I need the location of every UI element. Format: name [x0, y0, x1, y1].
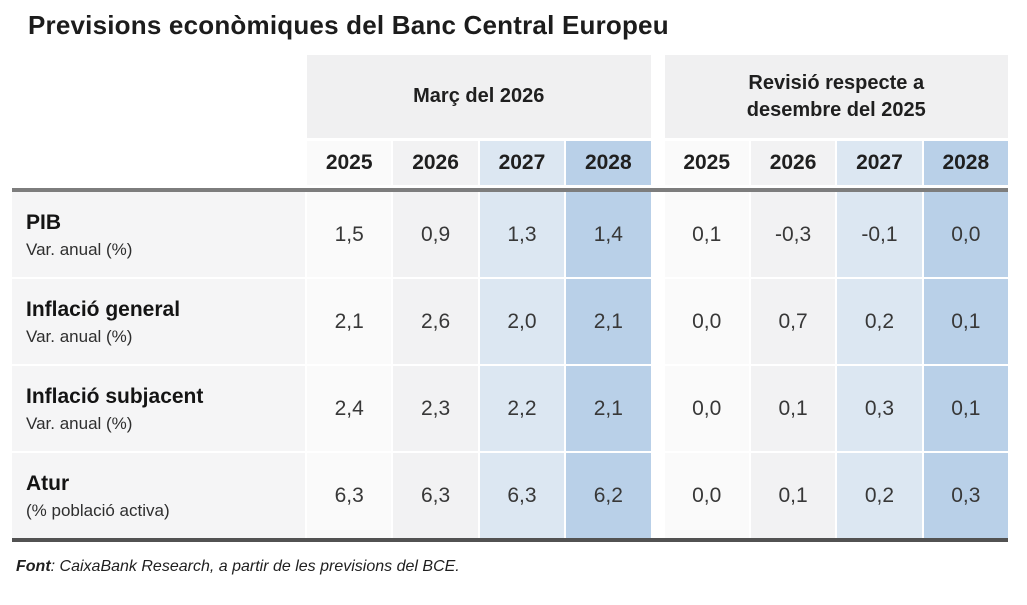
value-cell: 0,2	[837, 453, 922, 538]
row-name: Inflació subjacent	[26, 385, 204, 409]
value-cell: 2,0	[479, 279, 565, 364]
value-cell: 6,3	[393, 453, 478, 538]
value-cell: 6,3	[479, 453, 565, 538]
source-note: Font: CaixaBank Research, a partir de le…	[16, 558, 1027, 576]
value-cell: 0,2	[837, 279, 922, 364]
value-cell: 0,1	[923, 366, 1008, 451]
year-header: 2025	[664, 141, 749, 185]
value-cell: 0,0	[664, 453, 749, 538]
value-cell: 0,3	[923, 453, 1008, 538]
year-row-corner-cell	[12, 141, 305, 185]
year-header: 2028	[566, 141, 651, 185]
row-unit: Var. anual (%)	[26, 239, 133, 259]
column-group-label: Revisió respecte a desembre del 2025	[746, 71, 926, 121]
header-corner-cell	[12, 55, 305, 138]
value-cell: 6,3	[307, 453, 392, 538]
value-cell: 2,2	[479, 366, 565, 451]
group-separator	[653, 192, 663, 277]
row-label-inflacio-subjacent: Inflació subjacent Var. anual (%)	[12, 366, 305, 451]
year-header: 2026	[393, 141, 478, 185]
value-cell: 0,7	[750, 279, 836, 364]
source-text: : CaixaBank Research, a partir de les pr…	[50, 558, 460, 575]
value-cell: 0,0	[923, 192, 1008, 277]
year-header: 2026	[750, 141, 836, 185]
row-name: Atur	[26, 472, 70, 496]
group-separator	[653, 366, 663, 451]
group-separator	[653, 141, 663, 185]
value-cell: 0,3	[837, 366, 922, 451]
value-cell: 2,1	[566, 279, 651, 364]
value-cell: 2,4	[307, 366, 392, 451]
row-label-inflacio-general: Inflació general Var. anual (%)	[12, 279, 305, 364]
source-label: Font	[16, 558, 51, 575]
row-name: PIB	[26, 211, 62, 235]
year-header: 2027	[479, 141, 565, 185]
row-label-atur: Atur (% població activa)	[12, 453, 305, 538]
group-separator	[653, 55, 663, 138]
column-group-header-marc-2026: Març del 2026	[307, 55, 651, 138]
value-cell: 6,2	[566, 453, 651, 538]
value-cell: 0,0	[664, 366, 749, 451]
value-cell: 1,5	[307, 192, 392, 277]
value-cell: 2,6	[393, 279, 478, 364]
column-group-label: Març del 2026	[413, 85, 545, 107]
value-cell: 0,9	[393, 192, 478, 277]
year-header: 2027	[837, 141, 922, 185]
value-cell: 1,3	[479, 192, 565, 277]
value-cell: 1,4	[566, 192, 651, 277]
year-header: 2028	[923, 141, 1008, 185]
row-unit: Var. anual (%)	[26, 413, 133, 433]
forecast-table: Març del 2026 Revisió respecte a desembr…	[12, 55, 1008, 542]
value-cell: 0,1	[750, 453, 836, 538]
group-separator	[653, 279, 663, 364]
group-separator	[653, 453, 663, 538]
value-cell: -0,1	[837, 192, 922, 277]
value-cell: 0,0	[664, 279, 749, 364]
footer-rule	[12, 538, 1008, 542]
value-cell: -0,3	[750, 192, 836, 277]
value-cell: 0,1	[750, 366, 836, 451]
page-title: Previsions econòmiques del Banc Central …	[28, 10, 669, 40]
row-unit: Var. anual (%)	[26, 326, 133, 346]
row-name: Inflació general	[26, 298, 181, 322]
value-cell: 2,1	[566, 366, 651, 451]
value-cell: 0,1	[664, 192, 749, 277]
value-cell: 2,3	[393, 366, 478, 451]
header-rule	[12, 188, 1008, 192]
value-cell: 2,1	[307, 279, 392, 364]
row-unit: (% població activa)	[26, 500, 170, 520]
year-header: 2025	[307, 141, 392, 185]
column-group-header-revisio: Revisió respecte a desembre del 2025	[664, 55, 1008, 138]
value-cell: 0,1	[923, 279, 1008, 364]
table-header: Març del 2026 Revisió respecte a desembr…	[12, 55, 1008, 185]
table-body: PIB Var. anual (%) 1,5 0,9 1,3 1,4 0,1 -…	[12, 192, 1008, 538]
row-label-pib: PIB Var. anual (%)	[12, 192, 305, 277]
